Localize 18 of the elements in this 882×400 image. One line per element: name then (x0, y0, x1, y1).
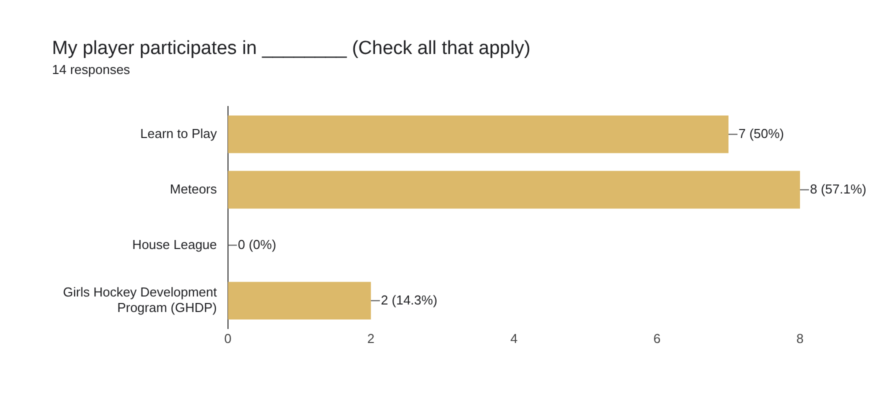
y-tick-label: Meteors (170, 181, 218, 196)
text: 14 responses (52, 62, 130, 77)
bar (228, 115, 728, 154)
x-tick-label: 8 (796, 330, 804, 346)
chart-title: My player participates in ________ (Check all that apply) (52, 38, 530, 60)
x-tick-label: 4 (510, 330, 518, 346)
x-tick-label: 6 (653, 330, 661, 346)
y-tick-label: House League (132, 236, 217, 252)
x-tick-label: 2 (367, 330, 375, 346)
data-label: 2 (14.3%) (380, 292, 438, 308)
data-label: 0 (0%) (238, 236, 276, 252)
bar (228, 282, 371, 320)
data-label: 8 (57.1%) (810, 181, 866, 196)
y-tick-label: Learn to Play (140, 126, 218, 141)
y-tick-label: Girls Hockey Development Program (GHDP) (62, 284, 218, 316)
bar (228, 170, 800, 209)
x-tick-label: 0 (224, 330, 232, 346)
data-label: 7 (50%) (738, 126, 784, 141)
